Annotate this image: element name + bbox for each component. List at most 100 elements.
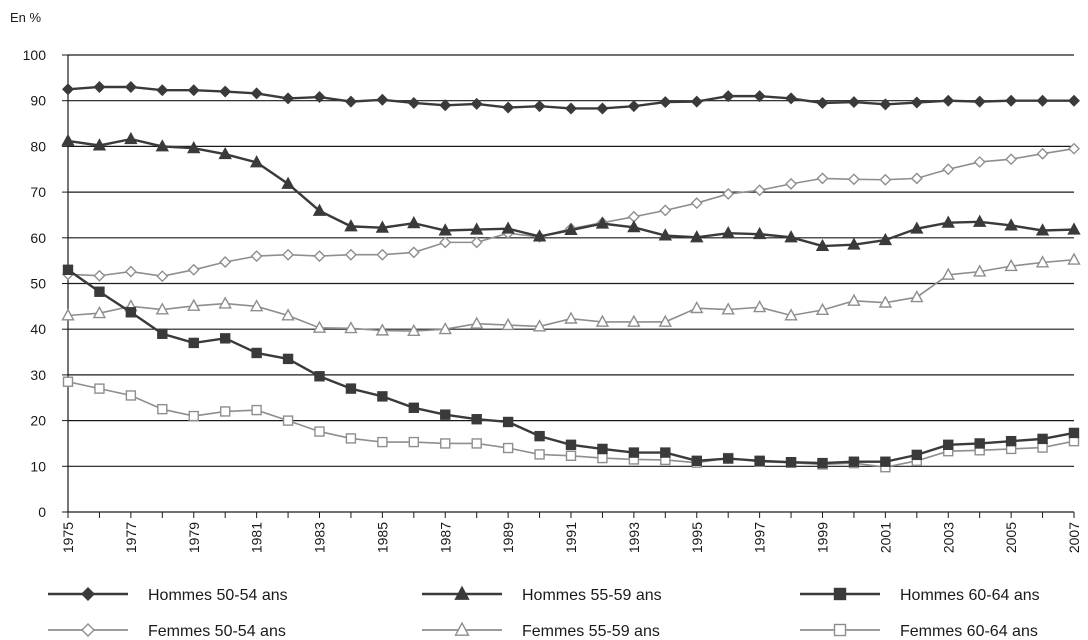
data-point [910, 96, 923, 109]
data-point [62, 83, 74, 96]
data-point [659, 204, 672, 217]
data-point [187, 84, 200, 97]
data-point [407, 323, 421, 337]
x-tick-label: 1989 [500, 522, 516, 553]
data-point [1037, 433, 1048, 445]
data-point [61, 133, 75, 146]
data-point [533, 100, 546, 113]
y-tick-label: 40 [30, 321, 46, 337]
data-point [454, 621, 470, 636]
data-point [690, 95, 703, 108]
data-point [942, 94, 955, 107]
data-point [408, 402, 420, 414]
data-point [1035, 223, 1050, 236]
data-point [218, 296, 232, 309]
data-point [564, 311, 578, 324]
data-point [439, 236, 452, 249]
y-tick-label: 20 [30, 413, 46, 429]
data-point [565, 439, 577, 451]
data-point [345, 383, 357, 394]
data-point [156, 84, 169, 97]
series-5 [61, 252, 1081, 337]
data-point [532, 229, 547, 242]
y-axis-ticks: 0 10 20 30 40 50 60 70 80 90 100 [23, 47, 68, 520]
x-tick-label: 2001 [877, 522, 893, 553]
x-tick-label: 1975 [60, 522, 76, 553]
legend-item: Femmes 60-64 ans [800, 623, 1038, 640]
data-point [597, 452, 608, 464]
data-point [94, 286, 105, 297]
data-point [502, 416, 514, 428]
data-point [440, 438, 451, 449]
data-point [816, 96, 829, 109]
data-point [690, 300, 704, 314]
data-point [754, 455, 765, 467]
x-tick-label: 1983 [312, 522, 328, 553]
data-point [281, 308, 295, 321]
data-point [219, 256, 232, 269]
data-point [375, 323, 390, 336]
data-point [94, 383, 105, 394]
data-point [125, 307, 137, 318]
legend: Hommes 50-54 ans Hommes 55-59 ans Hommes 6… [48, 585, 1040, 640]
x-tick-label: 1995 [689, 522, 705, 553]
data-point [658, 314, 672, 327]
series-2 [61, 131, 1081, 252]
series-6 [62, 376, 1080, 473]
data-point [407, 96, 420, 109]
data-point [155, 302, 169, 315]
data-point [187, 263, 200, 276]
legend-item: Femmes 50-54 ans [48, 623, 286, 640]
data-point [81, 587, 95, 601]
data-point [816, 172, 829, 185]
data-point [722, 453, 734, 464]
data-point [470, 316, 484, 329]
x-axis-ticks: 1975 1977 1979 1981 1983 1985 1987 1989 1991 1993… [60, 512, 1082, 553]
grid-lines [67, 54, 1074, 513]
data-point [973, 95, 986, 108]
y-tick-label: 50 [30, 276, 46, 292]
data-point [879, 98, 892, 111]
data-point [722, 90, 735, 103]
data-point [157, 403, 168, 415]
data-point [847, 173, 860, 186]
data-point [1005, 435, 1017, 447]
data-point [314, 371, 325, 382]
data-point [815, 238, 830, 252]
data-point [344, 248, 357, 261]
series-line [67, 147, 1075, 277]
data-point [61, 308, 75, 321]
series-4 [62, 142, 1080, 283]
data-point [973, 264, 987, 277]
data-point [188, 410, 199, 422]
y-tick-label: 100 [23, 47, 47, 63]
data-point [313, 91, 326, 104]
data-point [251, 347, 262, 359]
data-point [407, 246, 420, 259]
data-point [691, 455, 702, 467]
data-point [534, 430, 545, 442]
data-point [784, 308, 798, 321]
data-point [187, 298, 201, 311]
data-point [565, 102, 577, 115]
x-tick-label: 1993 [626, 522, 642, 553]
data-point [124, 265, 137, 278]
data-point [125, 390, 137, 401]
data-point [595, 314, 610, 327]
x-tick-label: 1985 [374, 522, 390, 553]
data-point [785, 456, 797, 468]
data-point [155, 139, 169, 152]
data-point [375, 220, 390, 233]
data-point [376, 248, 389, 261]
data-point [847, 237, 861, 250]
x-tick-label: 1999 [815, 522, 831, 553]
data-point [438, 321, 452, 335]
x-tick-label: 2003 [940, 522, 956, 553]
legend-item: Femmes 55-59 ans [422, 621, 660, 640]
data-point [627, 220, 641, 233]
data-point [532, 319, 547, 332]
x-tick-label: 1979 [186, 522, 202, 553]
data-point [62, 264, 74, 275]
x-tick-label: 1987 [437, 522, 453, 553]
